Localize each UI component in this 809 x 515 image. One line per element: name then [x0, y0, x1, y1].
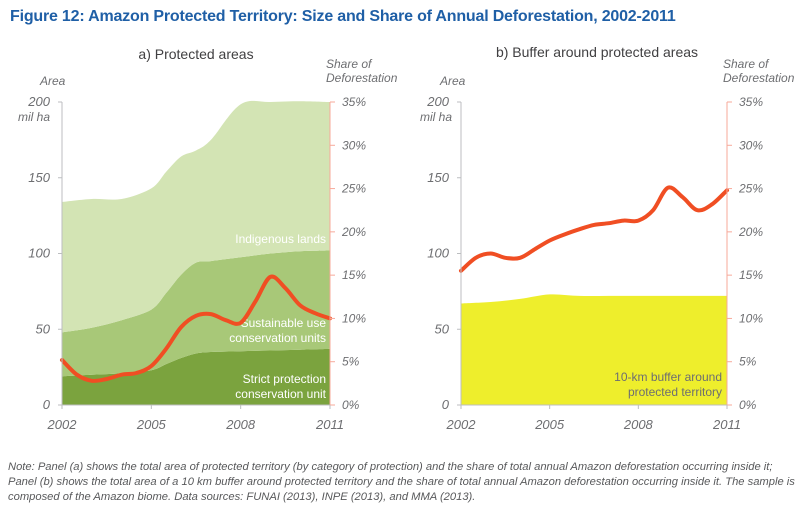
- panel-a-x-tick-label: 2002: [47, 417, 78, 432]
- panel-b-area-1: [461, 294, 727, 405]
- panel-a-right-tick-label: 10%: [342, 311, 366, 325]
- panel-a-right-tick-label: 5%: [342, 355, 360, 369]
- panel-a-left-tick-label: 50: [36, 321, 51, 336]
- panel-b-right-tick-label: 25%: [738, 182, 763, 196]
- panel-b-right-tick-label: 35%: [739, 95, 763, 109]
- panel-a-area-label-2: conservation units: [229, 331, 326, 345]
- figure-note: Note: Panel (a) shows the total area of …: [8, 461, 795, 503]
- panel-b-left-axis-unit: mil ha: [420, 110, 452, 124]
- panel-b-x-tick-label: 2011: [712, 417, 741, 432]
- panel-b-x-tick-label: 2008: [623, 417, 654, 432]
- panel-a-share-line: [60, 274, 332, 383]
- panel-b-x-tick-label: 2005: [534, 417, 565, 432]
- panel-a-x-tick-label: 2008: [225, 417, 256, 432]
- panel-a-left-axis-unit: mil ha: [18, 110, 50, 124]
- panel-a-right-tick-label: 15%: [342, 268, 366, 282]
- panel-b-right-tick-label: 5%: [739, 355, 757, 369]
- panel-b-right-tick-label: 30%: [739, 138, 763, 152]
- panel-b-title: b) Buffer around protected areas: [496, 44, 698, 60]
- panel-b-right-tick-label: 20%: [738, 225, 763, 239]
- panel-b-right-axis-title: Deforestation: [723, 71, 795, 85]
- panel-a-area-1: [62, 348, 330, 405]
- panel-a-area-label-3: Indigenous lands: [235, 232, 326, 246]
- panel-a-left-tick-label: 150: [28, 170, 50, 185]
- panel-b-left-tick-label: 200: [426, 94, 449, 109]
- panel-a-area-label-1: conservation unit: [235, 387, 326, 401]
- panel-b-right-tick-label: 10%: [739, 311, 763, 325]
- panel-b-left-tick-label: 150: [427, 170, 449, 185]
- panel-b-share-line: [459, 185, 729, 273]
- panel-a-left-axis-title: Area: [39, 74, 66, 88]
- panel-a-area-3: [62, 100, 330, 333]
- panel-a-area-2: [62, 250, 330, 377]
- panel-a-left-tick-label: 0: [43, 397, 51, 412]
- figure-title: Figure 12: Amazon Protected Territory: S…: [10, 8, 676, 25]
- panel-a-right-tick-label: 30%: [342, 138, 366, 152]
- panel-b-right-tick-label: 15%: [739, 268, 763, 282]
- panel-a-right-tick-label: 25%: [341, 182, 366, 196]
- panel-a-title: a) Protected areas: [138, 46, 253, 62]
- panel-a-area-label-2: Sustainable use: [241, 316, 327, 330]
- panel-a-right-axis-title: Deforestation: [326, 71, 398, 85]
- panel-b-area-label-1: 10-km buffer around: [614, 370, 722, 384]
- panel-a-x-tick-label: 2011: [315, 417, 344, 432]
- panel-b-left-tick-label: 50: [435, 321, 450, 336]
- panel-a-area-label-1: Strict protection: [243, 372, 326, 386]
- panel-a-x-tick-label: 2005: [136, 417, 167, 432]
- panel-a-left-tick-label: 200: [27, 94, 50, 109]
- panel-b-x-tick-label: 2002: [446, 417, 477, 432]
- panel-a-right-tick-label: 20%: [341, 225, 366, 239]
- panel-b-left-axis-title: Area: [439, 74, 466, 88]
- panel-b-left-tick-label: 0: [442, 397, 450, 412]
- panel-b-area-label-1: protected territory: [628, 385, 722, 399]
- panel-a-right-tick-label: 0%: [342, 398, 360, 412]
- panel-b-right-axis-title: Share of: [723, 57, 770, 71]
- panel-b-left-tick-label: 100: [427, 246, 449, 261]
- panel-a-left-tick-label: 100: [28, 246, 50, 261]
- panel-a-right-tick-label: 35%: [342, 95, 366, 109]
- panel-b-right-tick-label: 0%: [739, 398, 757, 412]
- panel-a-right-axis-title: Share of: [326, 57, 373, 71]
